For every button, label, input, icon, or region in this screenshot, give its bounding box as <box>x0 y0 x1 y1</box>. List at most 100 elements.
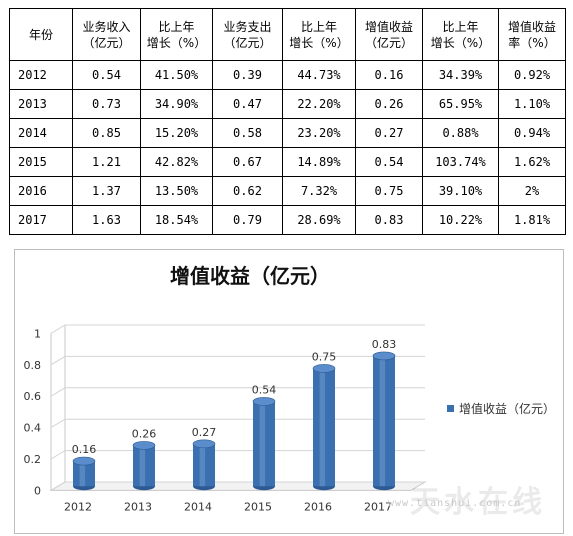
value-cell: 1.63 <box>72 205 141 235</box>
x-tick-label: 2012 <box>64 500 92 513</box>
year-cell: 2015 <box>9 147 73 177</box>
year-cell: 2013 <box>9 89 73 119</box>
value-cell: 22.20% <box>282 89 356 119</box>
table-row: 2014 0.85 15.20% 0.58 23.20% 0.27 0.88% 0.94% <box>9 118 566 148</box>
table-row: 2017 1.63 18.54% 0.79 28.69% 0.83 10.22% 1.81% <box>9 205 566 235</box>
table-header-row: 年份 业务收入 （亿元） 比上年 增长（%） 业务支出 （亿元） 比上年 增长（%） 增值… <box>9 8 566 61</box>
data-label: 0.26 <box>132 427 157 440</box>
gridline <box>50 324 425 334</box>
table-row: 2012 0.54 41.50% 0.39 44.73% 0.16 34.39% 0.92% <box>9 60 566 90</box>
value-cell: 0.47 <box>212 89 283 119</box>
header-cell: 年份 <box>9 8 73 61</box>
y-tick-label: 0.4 <box>24 422 42 435</box>
y-tick-label: 0.8 <box>24 359 42 372</box>
year-cell: 2012 <box>9 60 73 90</box>
x-tick-label: 2014 <box>184 500 212 513</box>
value-cell: 7.32% <box>282 176 356 206</box>
value-cell: 65.95% <box>422 89 499 119</box>
x-tick-label: 2015 <box>244 500 272 513</box>
gridline <box>50 450 425 460</box>
value-cell: 0.85 <box>72 118 141 148</box>
value-cell: 39.10% <box>422 176 499 206</box>
watermark-url: www.tianshui.com.cn <box>388 498 522 509</box>
value-cell: 0.26 <box>355 89 423 119</box>
header-label: 增值收益 （亿元） <box>364 19 413 50</box>
header-cell: 增值收益 率（%） <box>498 8 566 61</box>
value-cell: 28.69% <box>282 205 356 235</box>
value-cell: 0.39 <box>212 60 283 90</box>
legend: 增值收益（亿元） <box>447 400 555 417</box>
value-cell: 1.62% <box>498 147 566 177</box>
value-cell: 103.74% <box>422 147 499 177</box>
value-cell: 1.10% <box>498 89 566 119</box>
value-cell: 15.20% <box>140 118 213 148</box>
data-label: 0.54 <box>252 383 277 396</box>
chart-area: 增值收益（亿元） 0 0.2 0.4 0.6 0.8 1 0.16 2012 0.26 2013 0… <box>14 249 564 534</box>
header-label: 业务支出 （亿元） <box>223 19 272 50</box>
header-label: 比上年 增长（%） <box>430 19 491 50</box>
value-cell: 1.21 <box>72 147 141 177</box>
x-tick-label: 2013 <box>124 500 152 513</box>
bar-2016 <box>312 364 336 491</box>
table-row: 2015 1.21 42.82% 0.67 14.89% 0.54 103.74% 1.62% <box>9 147 566 177</box>
data-label: 0.83 <box>372 338 397 351</box>
header-label: 业务收入 （亿元） <box>82 19 131 50</box>
value-cell: 34.90% <box>140 89 213 119</box>
value-cell: 0.92% <box>498 60 566 90</box>
chart-floor <box>49 481 427 491</box>
value-cell: 0.94% <box>498 118 566 148</box>
bar-2017 <box>372 351 396 491</box>
header-cell: 业务支出 （亿元） <box>212 8 283 61</box>
value-cell: 42.82% <box>140 147 213 177</box>
header-cell: 比上年 增长（%） <box>140 8 213 61</box>
legend-swatch <box>447 405 454 412</box>
y-tick-label: 0 <box>34 484 41 497</box>
x-tick-label: 2017 <box>364 500 392 513</box>
header-cell: 比上年 增长（%） <box>282 8 356 61</box>
value-cell: 0.83 <box>355 205 423 235</box>
y-tick-label: 0.6 <box>24 390 42 403</box>
bar-2014 <box>192 439 216 491</box>
stats-table: 年份 业务收入 （亿元） 比上年 增长（%） 业务支出 （亿元） 比上年 增长（%） 增值… <box>9 8 566 235</box>
value-cell: 0.54 <box>355 147 423 177</box>
year-cell: 2017 <box>9 205 73 235</box>
value-cell: 0.16 <box>355 60 423 90</box>
chart-title: 增值收益（亿元） <box>170 264 330 288</box>
value-cell: 41.50% <box>140 60 213 90</box>
gridline <box>50 418 425 429</box>
header-label: 年份 <box>28 27 53 42</box>
value-cell: 34.39% <box>422 60 499 90</box>
header-cell: 增值收益 （亿元） <box>355 8 423 61</box>
watermark-logo: 天水在线 <box>410 485 546 520</box>
table-row: 2013 0.73 34.90% 0.47 22.20% 0.26 65.95% 1.10% <box>9 89 566 119</box>
header-label: 增值收益 率（%） <box>507 19 556 50</box>
value-cell: 0.75 <box>355 176 423 206</box>
data-label: 0.75 <box>312 350 337 363</box>
value-cell: 44.73% <box>282 60 356 90</box>
value-cell: 2% <box>498 176 566 206</box>
year-cell: 2016 <box>9 176 73 206</box>
gridline <box>50 387 425 397</box>
value-cell: 0.73 <box>72 89 141 119</box>
header-cell: 比上年 增长（%） <box>422 8 499 61</box>
value-cell: 23.20% <box>282 118 356 148</box>
gridline <box>50 355 425 366</box>
bar-chart: 0 0.2 0.4 0.6 0.8 1 0.16 2012 0.26 2013 0.27 2014 0.… <box>24 324 546 520</box>
legend-label: 增值收益（亿元） <box>459 402 556 416</box>
data-label: 0.27 <box>192 426 217 439</box>
value-cell: 0.79 <box>212 205 283 235</box>
data-label: 0.16 <box>72 443 97 456</box>
y-tick-label: 1 <box>34 327 41 340</box>
y-tick-label: 0.2 <box>24 453 42 466</box>
header-label: 比上年 增长（%） <box>289 19 349 50</box>
value-cell: 0.62 <box>212 176 283 206</box>
value-cell: 0.27 <box>355 118 423 148</box>
gridline <box>50 481 425 491</box>
value-cell: 0.54 <box>72 60 141 90</box>
value-cell: 0.58 <box>212 118 283 148</box>
header-label: 比上年 增长（%） <box>146 19 207 50</box>
value-cell: 10.22% <box>422 205 499 235</box>
value-cell: 0.88% <box>422 118 499 148</box>
value-cell: 1.81% <box>498 205 566 235</box>
value-cell: 14.89% <box>282 147 356 177</box>
